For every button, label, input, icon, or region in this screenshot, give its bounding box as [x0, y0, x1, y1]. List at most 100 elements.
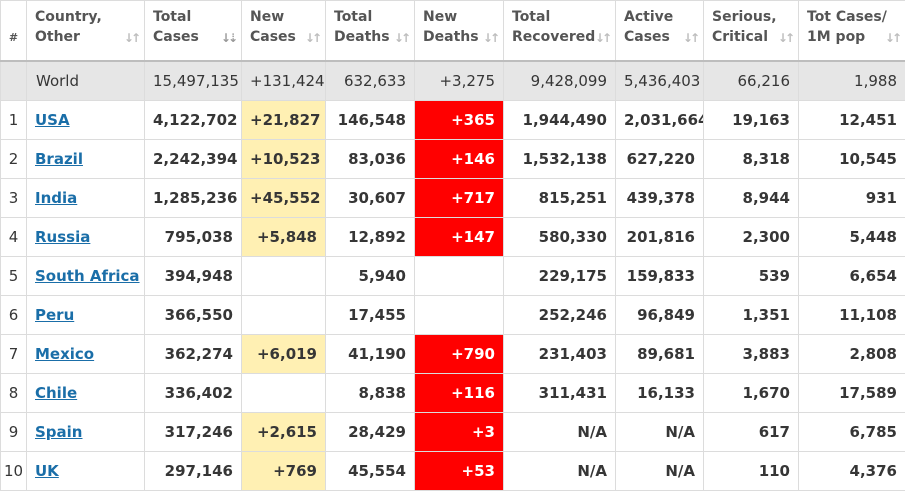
country-link[interactable]: UK [35, 462, 59, 480]
new-deaths-cell: +53 [415, 452, 504, 491]
total-recovered-cell: 815,251 [504, 179, 616, 218]
cases-per-million-cell: 2,808 [799, 335, 905, 374]
country-link[interactable]: USA [35, 111, 70, 129]
new-deaths-cell [415, 296, 504, 335]
country-link[interactable]: Mexico [35, 345, 94, 363]
country-link[interactable]: Chile [35, 384, 77, 402]
serious-critical-cell: 110 [704, 452, 799, 491]
new-cases-cell: +769 [242, 452, 326, 491]
column-header-cases-per-million[interactable]: Tot Cases/1M pop↓↑ [799, 1, 905, 61]
cases-per-million-cell: 10,545 [799, 140, 905, 179]
country-cell: Mexico [27, 335, 145, 374]
sort-icon[interactable]: ↓↑ [483, 28, 497, 48]
new-deaths-cell: +146 [415, 140, 504, 179]
rank-cell: 8 [1, 374, 27, 413]
total-recovered-cell: 229,175 [504, 257, 616, 296]
total-cases-cell: 362,274 [145, 335, 242, 374]
country-link[interactable]: South Africa [35, 267, 140, 285]
total-recovered-cell: 311,431 [504, 374, 616, 413]
cases-per-million-cell: 12,451 [799, 101, 905, 140]
country-cell: World [27, 61, 145, 101]
total-recovered-cell: 252,246 [504, 296, 616, 335]
serious-critical-cell: 19,163 [704, 101, 799, 140]
world-total-row: World 15,497,135 +131,424 632,633 +3,275… [1, 61, 905, 101]
total-deaths-cell: 5,940 [326, 257, 415, 296]
column-header-serious-critical[interactable]: Serious,Critical↓↑ [704, 1, 799, 61]
new-deaths-cell: +717 [415, 179, 504, 218]
country-cell: Chile [27, 374, 145, 413]
rank-cell: 1 [1, 101, 27, 140]
serious-critical-cell: 8,944 [704, 179, 799, 218]
rank-cell: 4 [1, 218, 27, 257]
new-cases-cell: +2,615 [242, 413, 326, 452]
rank-cell: 6 [1, 296, 27, 335]
total-recovered-cell: 1,532,138 [504, 140, 616, 179]
country-link[interactable]: Russia [35, 228, 90, 246]
new-deaths-cell: +790 [415, 335, 504, 374]
sort-icon[interactable]: ↓↑ [683, 28, 697, 48]
new-deaths-cell: +116 [415, 374, 504, 413]
cases-per-million-cell: 6,785 [799, 413, 905, 452]
column-header-country[interactable]: Country,Other↓↑ [27, 1, 145, 61]
serious-critical-cell: 1,670 [704, 374, 799, 413]
rank-cell: 2 [1, 140, 27, 179]
active-cases-cell: N/A [616, 452, 704, 491]
rank-cell [1, 61, 27, 101]
serious-critical-cell: 3,883 [704, 335, 799, 374]
rank-cell: 3 [1, 179, 27, 218]
country-cell: Spain [27, 413, 145, 452]
new-cases-cell [242, 374, 326, 413]
total-deaths-cell: 8,838 [326, 374, 415, 413]
total-deaths-cell: 12,892 [326, 218, 415, 257]
sort-icon[interactable]: ↓↑ [778, 28, 792, 48]
sort-icon[interactable]: ↓↑ [305, 28, 319, 48]
country-link[interactable]: Peru [35, 306, 74, 324]
country-link[interactable]: Brazil [35, 150, 83, 168]
serious-critical-cell: 66,216 [704, 61, 799, 101]
total-cases-cell: 317,246 [145, 413, 242, 452]
active-cases-cell: 5,436,403 [616, 61, 704, 101]
serious-critical-cell: 2,300 [704, 218, 799, 257]
total-cases-cell: 366,550 [145, 296, 242, 335]
total-deaths-cell: 632,633 [326, 61, 415, 101]
total-deaths-cell: 17,455 [326, 296, 415, 335]
active-cases-cell: 16,133 [616, 374, 704, 413]
sort-icon[interactable]: ↓↑ [595, 28, 609, 48]
new-cases-cell: +10,523 [242, 140, 326, 179]
cases-per-million-cell: 17,589 [799, 374, 905, 413]
new-deaths-cell: +3 [415, 413, 504, 452]
sort-descending-icon[interactable]: ↓⇣ [221, 28, 235, 48]
country-cell: Peru [27, 296, 145, 335]
sort-icon[interactable]: ↓↑ [124, 28, 138, 48]
active-cases-cell: 89,681 [616, 335, 704, 374]
sort-icon[interactable]: ↓↑ [394, 28, 408, 48]
sort-icon[interactable]: ↓↑ [885, 28, 899, 48]
cases-per-million-cell: 6,654 [799, 257, 905, 296]
country-cell: South Africa [27, 257, 145, 296]
cases-per-million-cell: 4,376 [799, 452, 905, 491]
serious-critical-cell: 8,318 [704, 140, 799, 179]
country-link[interactable]: India [35, 189, 77, 207]
column-header-rank[interactable]: # [1, 1, 27, 61]
total-cases-cell: 297,146 [145, 452, 242, 491]
country-link[interactable]: Spain [35, 423, 82, 441]
total-cases-cell: 394,948 [145, 257, 242, 296]
total-cases-cell: 1,285,236 [145, 179, 242, 218]
rank-cell: 10 [1, 452, 27, 491]
serious-critical-cell: 1,351 [704, 296, 799, 335]
total-deaths-cell: 28,429 [326, 413, 415, 452]
total-cases-cell: 15,497,135 [145, 61, 242, 101]
country-cell: USA [27, 101, 145, 140]
total-deaths-cell: 45,554 [326, 452, 415, 491]
